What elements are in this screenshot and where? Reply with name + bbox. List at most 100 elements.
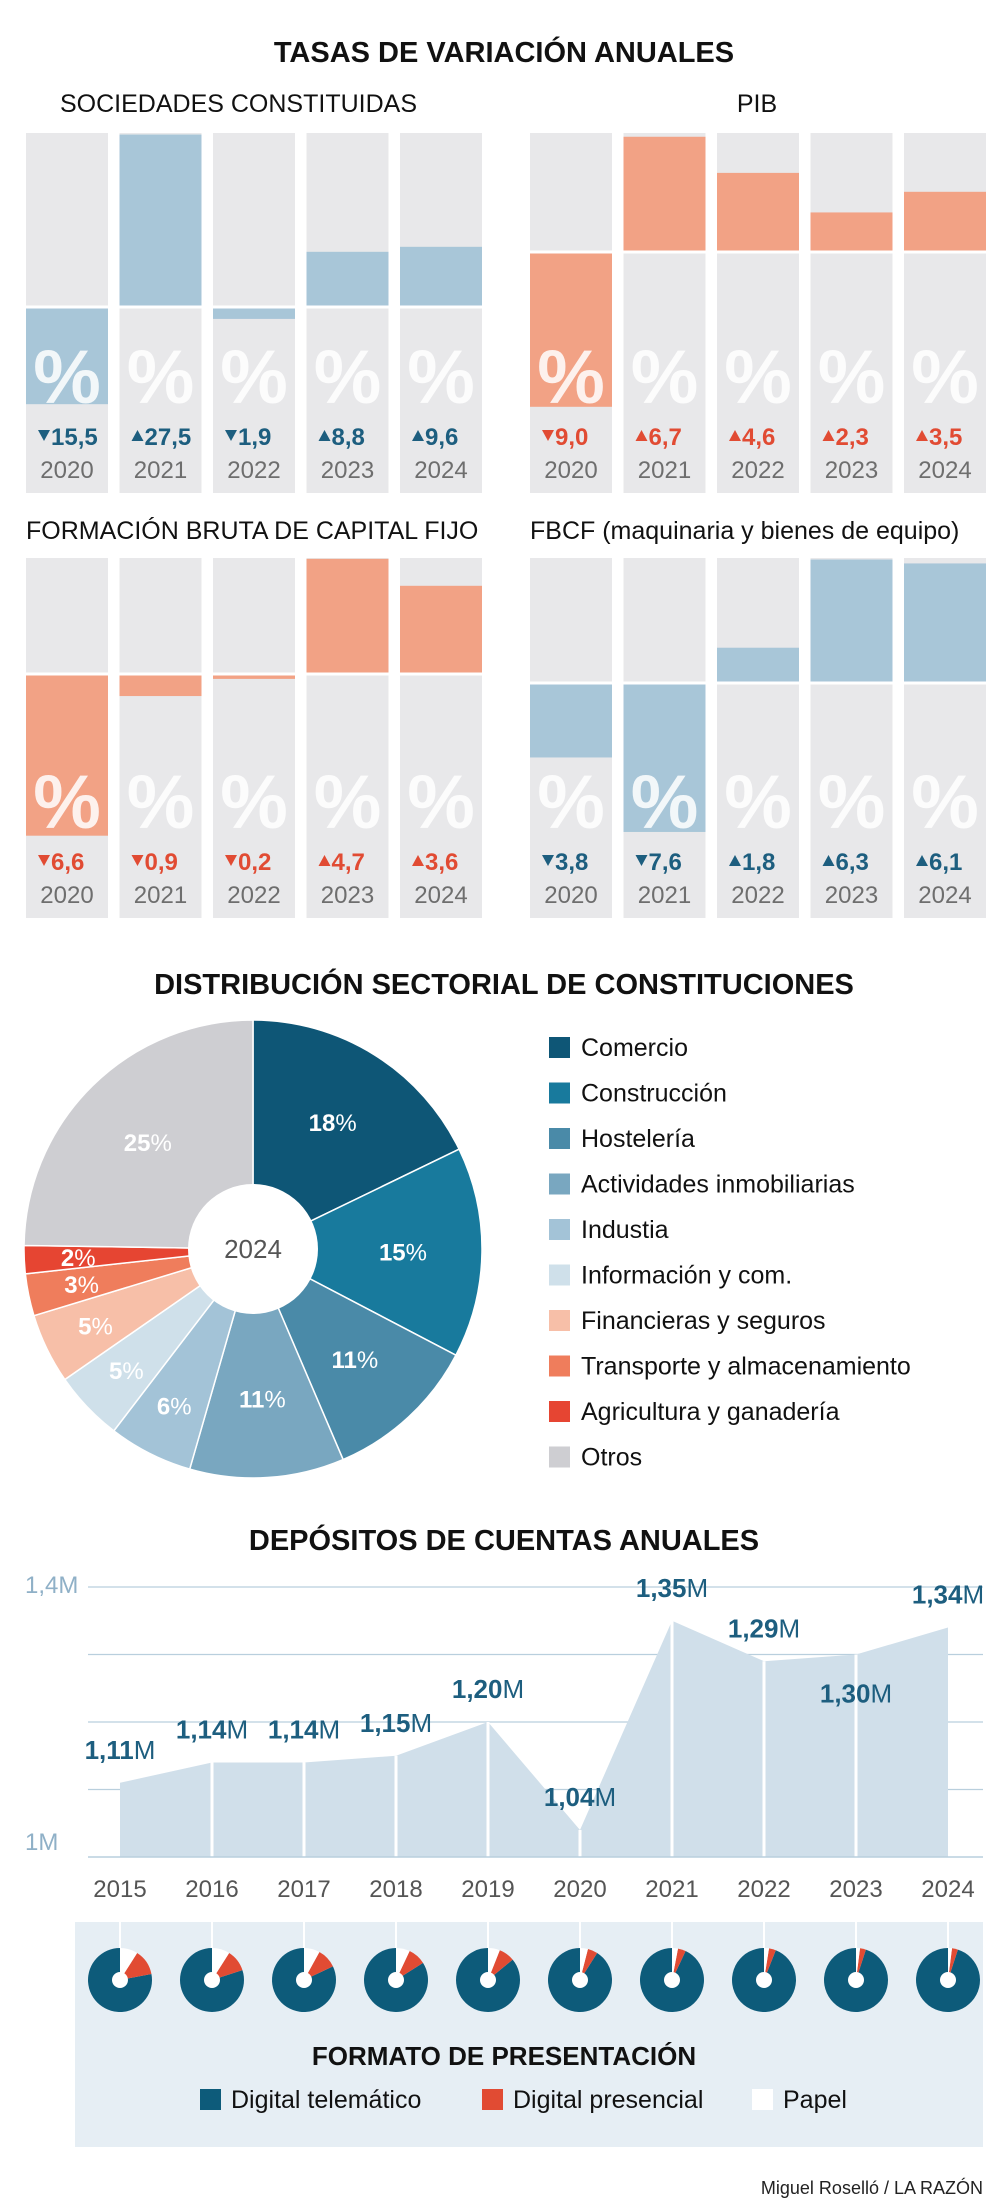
year-label: 2024 [414,882,467,909]
bar [400,585,482,674]
percent-symbol: % [631,335,699,420]
data-unit: M [594,1782,616,1812]
year-label: 2021 [638,457,691,484]
bar [119,674,202,697]
data-unit: M [134,1735,156,1765]
legend-swatch [549,1401,570,1422]
bar [119,134,202,307]
percent-symbol: % [818,335,886,420]
data-value: 1,04 [544,1782,595,1812]
value-label: 9,6 [425,424,458,451]
bar [717,647,799,683]
rate-chart-title: PIB [737,90,777,118]
down-arrow-icon [225,430,237,441]
pie-slice [188,1246,345,1479]
y-axis-max: 1,4M [25,1572,78,1599]
year-label: 2024 [918,457,971,484]
slice-value: 3 [64,1272,77,1299]
format-legend-label: Digital presencial [513,2086,703,2114]
format-slice-papel [948,1948,953,1980]
value-label: 1,8 [742,849,775,876]
main-title: TASAS DE VARIACIÓN ANUALES [274,35,734,69]
data-value: 1,35 [636,1573,687,1603]
area-fill [120,1620,948,1857]
pie-slice [23,1019,254,1250]
bar [26,674,108,836]
rate-chart-title: FBCF (maquinaria y bienes de equipo) [530,517,959,545]
pie-title: DISTRIBUCIÓN SECTORIAL DE CONSTITUCIONES [154,967,854,1001]
format-slice-presencial [488,1950,513,1980]
percent-symbol: % [33,760,101,845]
value-label: 8,8 [332,424,365,451]
percent-symbol: % [911,335,979,420]
slice-percent: % [122,1358,143,1385]
legend-label: Transporte y almacenamiento [581,1353,911,1381]
legend-label: Comercio [581,1034,688,1062]
down-arrow-icon [131,855,144,866]
sector-legend: Comercio Construcción Hostelería Actividade… [549,1034,911,1472]
value-label: 3,6 [425,849,458,876]
percent-symbol: % [407,335,475,420]
slice-percent: % [406,1239,427,1266]
percent-symbol: % [33,335,101,420]
up-arrow-icon [412,855,424,866]
format-legend-swatch [200,2089,221,2110]
slice-label: 3% [64,1272,99,1299]
sector-pie-chart: 18%15%11%11%6%5%5%3%2%25%2024 [23,1019,483,1479]
data-unit: M [778,1613,800,1643]
year-label: 2022 [227,457,280,484]
value-label: 4,6 [742,424,775,451]
slice-label: 5% [109,1358,144,1385]
up-arrow-icon [729,430,741,441]
legend-swatch [549,1082,570,1104]
percent-symbol: % [127,335,195,420]
x-tick-label: 2022 [737,1876,790,1903]
data-label: 1,34M [912,1580,984,1610]
value-label: 6,1 [929,849,962,876]
legend-swatch [549,1037,570,1058]
legend-swatch [549,1264,570,1286]
percent-symbol: % [407,760,475,845]
year-label: 2021 [638,882,691,909]
format-pie-hole [848,1972,864,1988]
credit: Miguel Roselló / LA RAZÓN [761,2177,983,2198]
format-pie-hole [112,1972,128,1988]
slice-value: 5 [109,1358,122,1385]
rate-chart-3: FBCF (maquinaria y bienes de equipo)% 3,8… [530,517,986,918]
slice-percent: % [74,1245,95,1272]
slice-value: 25 [124,1130,151,1157]
bar [623,683,706,832]
data-label: 1,35M [636,1573,708,1603]
bar-panel [400,133,482,493]
bar [623,136,706,252]
bar [306,251,389,307]
format-title: FORMATO DE PRESENTACIÓN [312,2041,696,2071]
x-tick-label: 2023 [829,1876,882,1903]
legend-swatch [549,1173,570,1195]
x-tick-label: 2015 [93,1876,146,1903]
value-label: 3,8 [555,849,588,876]
value-label: 3,5 [929,424,962,451]
year-label: 2023 [321,457,374,484]
bar [530,252,612,407]
percent-symbol: % [724,760,792,845]
slice-percent: % [335,1110,356,1137]
slice-percent: % [92,1313,113,1340]
rate-chart-1: PIB% 9,0 2020% 6,7 2021% 4,6 2022% 2,3 2023% 3,5 2… [530,90,986,493]
value-label: 0,2 [238,849,271,876]
format-slice-presencial [304,1951,333,1980]
format-legend-label: Papel [783,2086,847,2114]
x-tick-label: 2019 [461,1876,514,1903]
year-label: 2023 [321,882,374,909]
deposits-title: DEPÓSITOS DE CUENTAS ANUALES [249,1523,759,1557]
format-pie-hole [480,1972,496,1988]
data-label: 1,04M [544,1782,616,1812]
legend-label: Industia [581,1216,669,1244]
year-label: 2021 [134,457,187,484]
up-arrow-icon [412,430,424,441]
bar [717,172,799,252]
format-pie-hole [204,1972,220,1988]
value-label: 2,3 [836,424,869,451]
y-axis-min: 1M [25,1829,58,1856]
percent-symbol: % [911,760,979,845]
